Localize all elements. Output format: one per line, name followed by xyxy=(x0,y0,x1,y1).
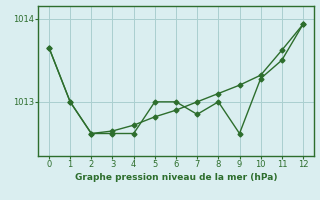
X-axis label: Graphe pression niveau de la mer (hPa): Graphe pression niveau de la mer (hPa) xyxy=(75,173,277,182)
